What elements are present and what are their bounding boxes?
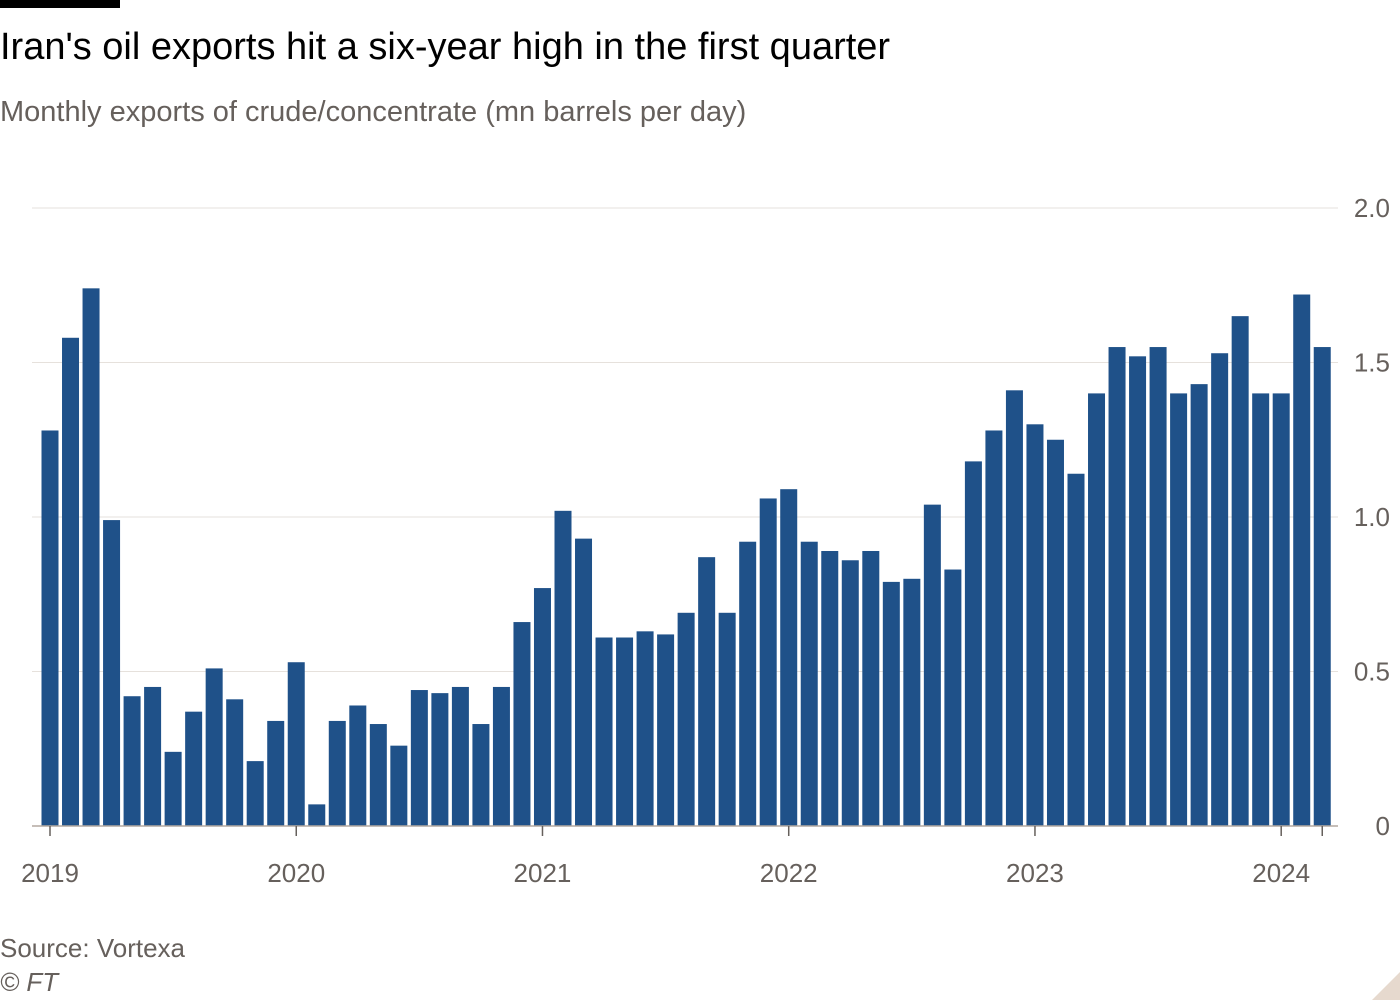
x-tick-label: 2021 bbox=[514, 858, 572, 888]
bar bbox=[1149, 347, 1167, 826]
bar bbox=[1170, 393, 1188, 826]
bar bbox=[698, 557, 716, 826]
bar bbox=[964, 461, 982, 826]
bar bbox=[369, 724, 387, 826]
bar bbox=[718, 612, 736, 826]
bar bbox=[616, 637, 634, 826]
bar bbox=[759, 498, 777, 826]
bar bbox=[677, 612, 695, 826]
bar bbox=[1231, 316, 1249, 826]
bar bbox=[944, 569, 962, 826]
bar bbox=[821, 550, 839, 826]
x-tick-label: 2019 bbox=[21, 858, 79, 888]
bar bbox=[575, 538, 593, 826]
y-tick-label: 1.5 bbox=[1354, 348, 1390, 378]
bar bbox=[41, 430, 59, 826]
bar bbox=[1067, 473, 1085, 826]
bar bbox=[144, 686, 162, 826]
bar bbox=[410, 690, 428, 826]
bar bbox=[328, 720, 346, 826]
bar bbox=[451, 686, 469, 826]
bar bbox=[1211, 353, 1229, 826]
bar bbox=[123, 696, 141, 826]
bar bbox=[267, 720, 285, 826]
bar bbox=[1108, 347, 1126, 826]
source-note: Source: Vortexa bbox=[0, 933, 185, 963]
bar bbox=[431, 693, 449, 826]
y-tick-label: 0 bbox=[1376, 811, 1390, 841]
x-tick-label: 2024 bbox=[1252, 858, 1310, 888]
bar bbox=[903, 578, 921, 826]
brand-bar bbox=[0, 0, 120, 8]
chart-title: Iran's oil exports hit a six-year high i… bbox=[0, 26, 891, 68]
chart-subtitle: Monthly exports of crude/concentrate (mn… bbox=[0, 96, 747, 128]
bar bbox=[1272, 393, 1290, 826]
bar bbox=[841, 560, 859, 826]
bar bbox=[657, 634, 675, 826]
y-tick-label: 2.0 bbox=[1354, 193, 1390, 223]
x-tick-label: 2023 bbox=[1006, 858, 1064, 888]
bar bbox=[882, 581, 900, 826]
bar bbox=[246, 761, 264, 826]
bar bbox=[205, 668, 223, 826]
bar bbox=[308, 804, 326, 826]
bar bbox=[185, 711, 203, 826]
bar bbox=[1088, 393, 1106, 826]
bar bbox=[780, 489, 798, 826]
bar bbox=[226, 699, 244, 826]
bar bbox=[533, 588, 551, 826]
bar bbox=[103, 520, 121, 826]
bar bbox=[164, 751, 182, 826]
bar bbox=[923, 504, 941, 826]
bar bbox=[287, 662, 305, 826]
bar bbox=[636, 631, 654, 826]
bar bbox=[513, 622, 531, 826]
copyright: © FT bbox=[0, 967, 59, 997]
bar bbox=[1046, 439, 1064, 826]
bar bbox=[349, 705, 367, 826]
x-tick-label: 2022 bbox=[760, 858, 818, 888]
bar bbox=[985, 430, 1003, 826]
bar bbox=[1190, 384, 1208, 826]
bar bbox=[554, 510, 572, 826]
bar bbox=[595, 637, 613, 826]
bar bbox=[390, 745, 408, 826]
corner-mark bbox=[1372, 972, 1400, 1000]
y-tick-label: 1.0 bbox=[1354, 502, 1390, 532]
y-tick-label: 0.5 bbox=[1354, 657, 1390, 687]
bar bbox=[1313, 347, 1331, 826]
x-tick-label: 2020 bbox=[267, 858, 325, 888]
bar bbox=[1129, 356, 1147, 826]
bar bbox=[739, 541, 757, 826]
bar bbox=[82, 288, 100, 827]
bar bbox=[62, 337, 80, 826]
bar bbox=[1005, 390, 1023, 826]
bar bbox=[1293, 294, 1311, 826]
bar bbox=[1026, 424, 1044, 826]
bar bbox=[492, 686, 510, 826]
bar bbox=[1252, 393, 1270, 826]
bar bbox=[862, 550, 880, 826]
bar bbox=[800, 541, 818, 826]
bar bbox=[472, 724, 490, 826]
